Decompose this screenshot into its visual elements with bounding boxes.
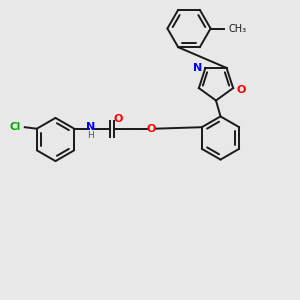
Text: Cl: Cl	[9, 122, 20, 132]
Text: O: O	[237, 85, 246, 94]
Text: N: N	[193, 63, 202, 73]
Text: CH₃: CH₃	[229, 23, 247, 34]
Text: O: O	[146, 124, 155, 134]
Text: H: H	[87, 131, 94, 140]
Text: O: O	[114, 114, 123, 124]
Text: N: N	[86, 122, 95, 133]
